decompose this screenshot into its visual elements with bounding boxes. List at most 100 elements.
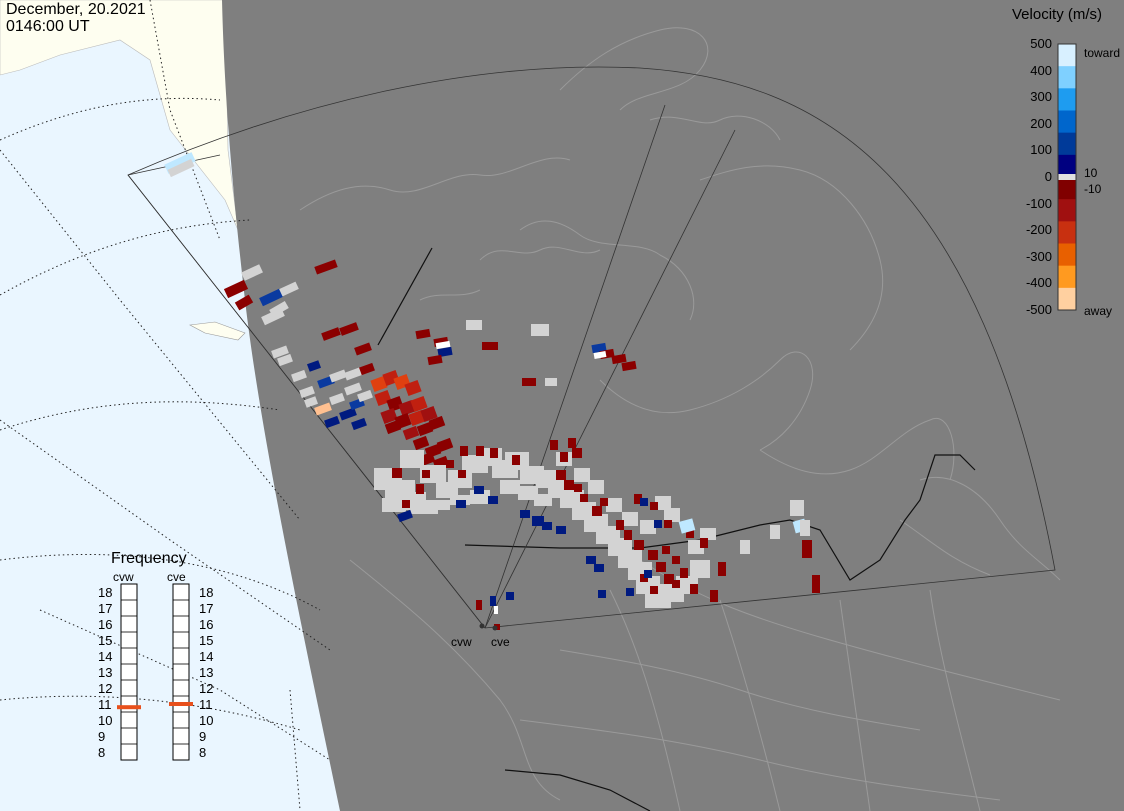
velocity-cell (534, 494, 552, 506)
colorbar-segment (1058, 88, 1076, 111)
velocity-cell (634, 494, 642, 504)
land-area (0, 0, 246, 341)
velocity-cell (234, 294, 254, 311)
velocity-cell (593, 351, 607, 359)
velocity-cell (488, 496, 498, 504)
frequency-level-label: 15 (199, 633, 214, 648)
velocity-cell (580, 494, 588, 502)
velocity-cell (277, 353, 293, 367)
coastline (699, 165, 884, 351)
velocity-cell (616, 520, 624, 530)
velocity-cell (672, 556, 680, 564)
velocity-cell (598, 590, 606, 598)
velocity-cell (271, 345, 289, 359)
velocity-cell (512, 455, 520, 465)
frequency-marker (169, 702, 193, 706)
velocity-cell (520, 510, 530, 518)
velocity-cell (420, 465, 446, 483)
frequency-title: Frequency (111, 550, 187, 567)
frequency-level-label: 11 (98, 697, 112, 712)
frequency-panel (117, 583, 193, 761)
velocity-cell (466, 320, 482, 330)
velocity-cell (622, 512, 638, 526)
velocity-cell (532, 516, 544, 526)
frequency-level-label: 8 (199, 745, 207, 760)
frequency-level-label: 18 (199, 585, 214, 600)
velocity-cell (314, 259, 338, 275)
coastline (639, 559, 1061, 701)
velocity-cell (556, 470, 566, 480)
velocity-cell (482, 342, 498, 350)
velocity-cell (344, 367, 362, 381)
velocity-tick-label: -400 (1025, 275, 1052, 291)
velocity-cell (572, 448, 582, 458)
velocity-cell (223, 279, 249, 299)
frequency-marker (117, 705, 141, 710)
frequency-level-label: 18 (98, 585, 113, 600)
radar-site-label-cvw: cvw (451, 635, 472, 649)
frequency-level-label: 10 (199, 713, 214, 728)
velocity-cell (420, 405, 438, 423)
frequency-level-label: 15 (98, 633, 113, 648)
away-label: away (1084, 304, 1113, 318)
velocity-cell (621, 360, 637, 372)
frequency-level-label: 9 (199, 729, 207, 744)
velocity-cell (644, 570, 652, 578)
border-canada-usa (464, 454, 976, 581)
velocity-cell (606, 498, 622, 512)
colorbar-segment (1058, 44, 1076, 67)
velocity-cell (591, 342, 607, 354)
velocity-cell (790, 500, 804, 516)
graticule-line (0, 97, 221, 141)
velocity-cell (476, 600, 482, 610)
night-shade-region (222, 0, 1124, 811)
velocity-cell (384, 419, 402, 435)
velocity-cell (800, 520, 810, 536)
coastline (519, 719, 1001, 801)
coastline (759, 417, 955, 481)
velocity-cell (474, 486, 484, 494)
velocity-cell (329, 369, 347, 383)
coastline (599, 351, 814, 451)
velocity-cell (802, 540, 812, 558)
velocity-cell (392, 468, 402, 478)
colorbar-segment (1058, 221, 1076, 244)
velocity-colorbar (1057, 43, 1077, 311)
velocity-cell (410, 395, 428, 413)
frequency-level-label: 17 (98, 601, 113, 616)
velocity-cell (359, 362, 375, 376)
velocity-cell (678, 518, 696, 534)
velocity-cell (624, 530, 632, 540)
frequency-level-label: 14 (199, 649, 214, 664)
coastline (419, 289, 481, 301)
velocity-cell (588, 480, 604, 494)
velocity-cell (490, 448, 498, 458)
colorbar-segment (1058, 154, 1076, 178)
graticule-line (0, 553, 321, 611)
velocity-cell (432, 500, 450, 510)
frequency-level-label: 16 (98, 617, 113, 632)
velocity-cell (412, 435, 430, 451)
velocity-tick-label: 300 (1030, 89, 1052, 105)
velocity-cell (386, 395, 404, 413)
colorbar-segment (1058, 199, 1076, 222)
velocity-cell (518, 486, 538, 500)
velocity-cell (531, 324, 549, 336)
velocity-cell (490, 596, 496, 606)
velocity-cell (494, 606, 498, 614)
velocity-cell (446, 460, 454, 468)
colorbar-segment (1058, 243, 1076, 267)
velocity-cell (317, 375, 335, 389)
velocity-cell (339, 322, 359, 336)
velocity-scale-title: Velocity (m/s) (1012, 6, 1103, 23)
frequency-column (120, 583, 138, 761)
frequency-radar-label-cve: cve (167, 570, 186, 584)
toward-label: toward (1084, 46, 1121, 60)
frequency-column (172, 583, 190, 761)
velocity-cell (339, 407, 357, 421)
velocity-cell (435, 340, 451, 350)
velocity-cell (397, 509, 413, 523)
velocity-tick-label: -300 (1025, 248, 1052, 264)
velocity-cell (476, 446, 484, 456)
velocity-cell (324, 415, 340, 429)
